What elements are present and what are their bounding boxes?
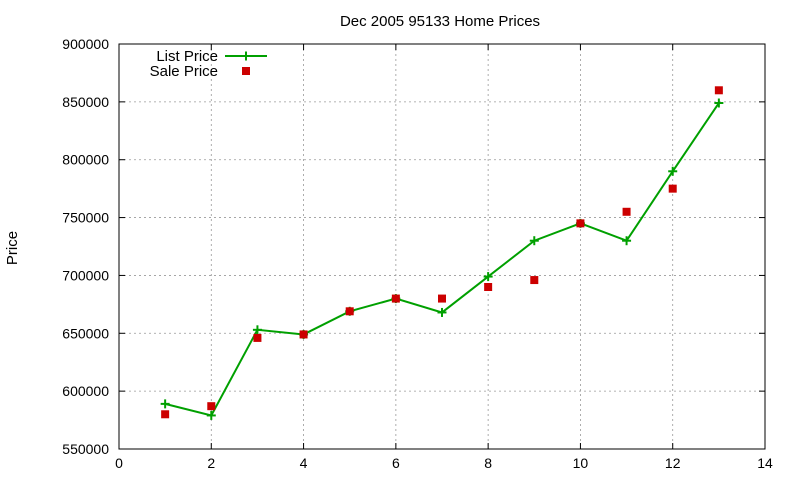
x-tick-label: 6 <box>392 455 400 471</box>
sale-price-point <box>668 184 677 193</box>
list-price-point <box>714 98 724 108</box>
sale-price-point <box>622 207 631 216</box>
sale-price-point <box>161 410 170 419</box>
series <box>160 86 724 420</box>
list-price-point <box>668 166 678 176</box>
axes: 0 2 4 6 8 10 12 14 550000 600000 650000 700000 75000… <box>62 36 773 471</box>
list-price-point <box>529 236 539 246</box>
y-tick-label: 550000 <box>62 441 109 457</box>
y-tick-label: 800000 <box>62 152 109 168</box>
y-tick-label: 850000 <box>62 94 109 110</box>
legend-swatch-marker <box>241 51 251 61</box>
y-tick-label: 700000 <box>62 267 109 283</box>
sale-price-point <box>299 330 308 339</box>
x-tick-label: 2 <box>207 455 215 471</box>
sale-price-point <box>253 333 262 342</box>
legend-label: Sale Price <box>150 63 218 80</box>
sale-price-point <box>714 86 723 95</box>
list-price-point <box>622 236 632 246</box>
x-tick-label: 12 <box>665 455 681 471</box>
y-axis-label: Price <box>4 231 21 265</box>
list-price-point <box>252 325 262 335</box>
x-tick-label: 4 <box>300 455 308 471</box>
y-tick-label: 600000 <box>62 383 109 399</box>
y-tick-label: 900000 <box>62 36 109 52</box>
list-price-point <box>206 410 216 420</box>
y-tick-label: 650000 <box>62 325 109 341</box>
list-price-point <box>483 272 493 282</box>
x-tick-label: 0 <box>115 455 123 471</box>
sale-price-point <box>576 219 585 228</box>
x-tick-label: 14 <box>757 455 773 471</box>
x-tick-label: 10 <box>573 455 589 471</box>
list-price-point <box>160 399 170 409</box>
list-price-point <box>437 307 447 317</box>
list-price-line <box>164 102 720 417</box>
sale-price-point <box>484 283 493 291</box>
sale-price-point <box>391 294 400 303</box>
y-tick-label: 750000 <box>62 210 109 226</box>
grid <box>119 44 765 449</box>
legend-swatch-marker <box>242 67 250 75</box>
sale-price-point <box>207 402 216 411</box>
x-tick-label: 8 <box>484 455 492 471</box>
sale-price-point <box>530 276 539 285</box>
plot-frame <box>118 43 766 450</box>
sale-price-point <box>345 307 354 316</box>
sale-price-point <box>438 294 446 303</box>
legend-label: List Price <box>156 48 218 65</box>
chart-title: Dec 2005 95133 Home Prices <box>340 13 540 30</box>
